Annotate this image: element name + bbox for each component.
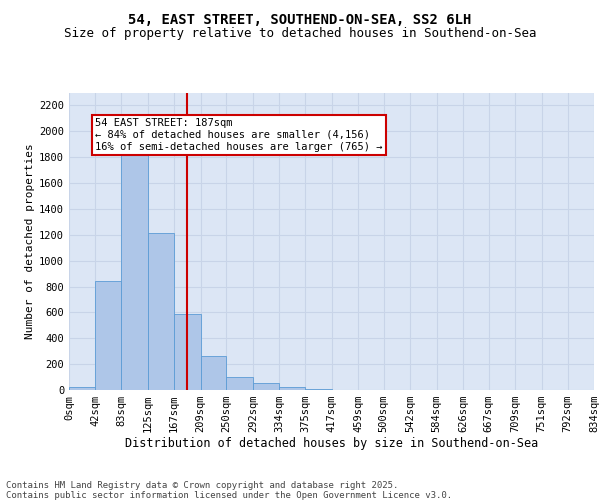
Bar <box>253 383 279 390</box>
Bar <box>148 234 174 390</box>
Bar <box>69 388 95 390</box>
Bar <box>200 356 226 390</box>
Text: Contains public sector information licensed under the Open Government Licence v3: Contains public sector information licen… <box>6 491 452 500</box>
Bar <box>95 282 121 390</box>
Text: Contains HM Land Registry data © Crown copyright and database right 2025.: Contains HM Land Registry data © Crown c… <box>6 481 398 490</box>
Bar <box>174 314 200 390</box>
Text: 54, EAST STREET, SOUTHEND-ON-SEA, SS2 6LH: 54, EAST STREET, SOUTHEND-ON-SEA, SS2 6L… <box>128 12 472 26</box>
Text: Size of property relative to detached houses in Southend-on-Sea: Size of property relative to detached ho… <box>64 28 536 40</box>
Bar <box>279 388 305 390</box>
Text: 54 EAST STREET: 187sqm
← 84% of detached houses are smaller (4,156)
16% of semi-: 54 EAST STREET: 187sqm ← 84% of detached… <box>95 118 383 152</box>
X-axis label: Distribution of detached houses by size in Southend-on-Sea: Distribution of detached houses by size … <box>125 436 538 450</box>
Bar <box>226 377 253 390</box>
Y-axis label: Number of detached properties: Number of detached properties <box>25 144 35 339</box>
Bar <box>121 148 148 390</box>
